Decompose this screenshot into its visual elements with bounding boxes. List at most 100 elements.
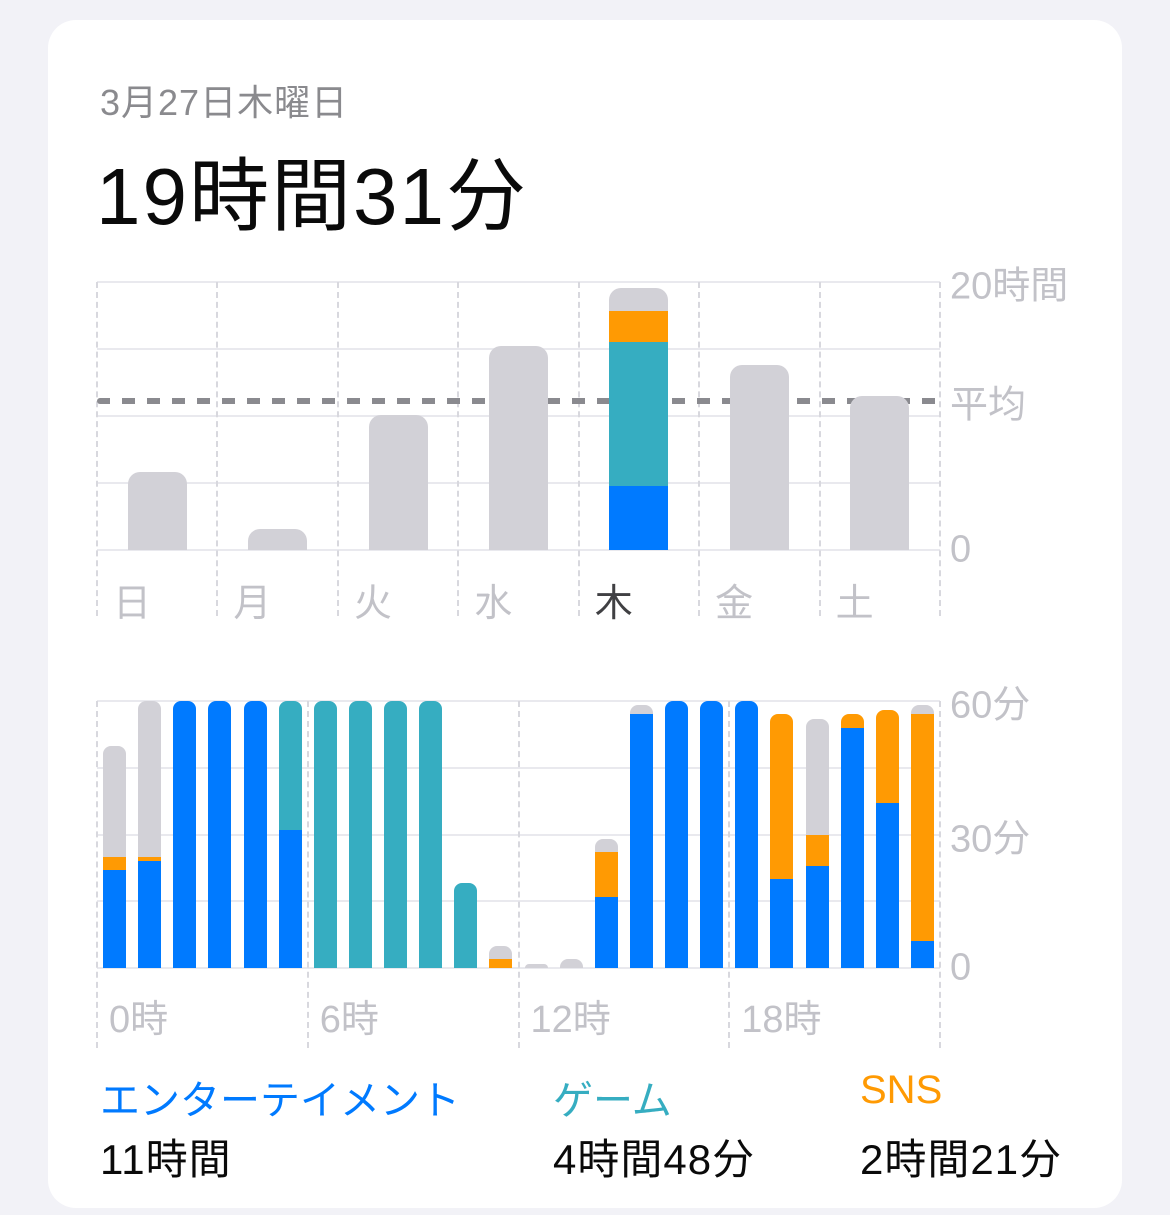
bar-木[interactable] — [609, 288, 669, 550]
segment-other — [609, 288, 669, 311]
bar-水[interactable] — [489, 346, 548, 550]
hourly-bar-chart[interactable] — [96, 700, 941, 1048]
segment-other — [138, 701, 162, 857]
segment-entertainment — [700, 701, 724, 968]
vline-dashed — [728, 701, 731, 1048]
vline-dashed — [216, 282, 219, 616]
vline-dashed — [336, 282, 339, 616]
bar-hour-7[interactable] — [348, 701, 372, 968]
segment-entertainment — [138, 861, 162, 968]
segment-sns — [138, 856, 162, 862]
bar-hour-14[interactable] — [594, 838, 618, 968]
segment-other — [850, 395, 910, 550]
segment-other — [127, 472, 187, 550]
segment-entertainment — [770, 879, 794, 968]
segment-other — [729, 365, 789, 550]
bar-金[interactable] — [729, 365, 789, 550]
bar-火[interactable] — [368, 414, 428, 550]
segment-entertainment — [735, 701, 759, 968]
segment-other — [594, 838, 618, 853]
bar-hour-6[interactable] — [313, 701, 337, 968]
vline-dashed — [306, 701, 309, 1048]
segment-sns — [805, 834, 829, 866]
x-label-火: 火 — [353, 583, 392, 625]
segment-other — [368, 414, 428, 550]
bar-hour-5[interactable] — [278, 701, 302, 968]
bar-hour-10[interactable] — [454, 883, 478, 968]
segment-sns — [840, 714, 864, 728]
bar-hour-12[interactable] — [524, 963, 548, 968]
x-label-木: 木 — [594, 583, 633, 625]
bar-hour-20[interactable] — [805, 718, 829, 968]
legend-game-value: 4時間48分 — [553, 1136, 756, 1183]
bar-hour-9[interactable] — [419, 701, 443, 968]
bar-hour-16[interactable] — [665, 701, 689, 968]
x-label-日: 日 — [113, 583, 152, 625]
weekly-ymax-label: 20時間 — [950, 265, 1069, 308]
segment-other — [910, 705, 934, 715]
vline-dashed — [939, 282, 941, 616]
x-label-金: 金 — [715, 583, 754, 625]
bar-日[interactable] — [127, 472, 187, 550]
total-screen-time: 19時間31分 — [96, 152, 528, 241]
x-label-月: 月 — [233, 583, 272, 625]
segment-entertainment — [840, 727, 864, 968]
x-label-6時: 6時 — [319, 999, 379, 1041]
segment-game — [313, 701, 337, 968]
bar-hour-22[interactable] — [875, 709, 899, 968]
segment-game — [419, 701, 443, 968]
segment-entertainment — [208, 701, 232, 968]
bar-hour-13[interactable] — [559, 959, 583, 968]
x-label-18時: 18時 — [741, 999, 822, 1041]
segment-sns — [910, 714, 934, 942]
segment-entertainment — [173, 701, 197, 968]
segment-game — [384, 701, 408, 968]
bar-hour-11[interactable] — [489, 945, 513, 968]
segment-game — [609, 342, 669, 486]
bar-hour-0[interactable] — [103, 745, 127, 969]
bar-hour-8[interactable] — [384, 701, 408, 968]
segment-entertainment — [665, 701, 689, 968]
weekly-bar-chart[interactable] — [96, 281, 941, 616]
bar-hour-2[interactable] — [173, 701, 197, 968]
segment-other — [805, 718, 829, 835]
bar-hour-18[interactable] — [735, 701, 759, 968]
bar-月[interactable] — [248, 528, 308, 550]
segment-entertainment — [875, 803, 899, 968]
bar-土[interactable] — [850, 395, 910, 550]
segment-sns — [770, 714, 794, 879]
segment-entertainment — [805, 865, 829, 968]
legend-entertainment-label: エンターテイメント — [100, 1079, 460, 1123]
vline-dashed — [818, 282, 821, 616]
screen-time-card: 3月27日木曜日 19時間31分 20時間 平均 0 日 月 火 水 木 金 土 60分 3… — [48, 20, 1122, 1208]
segment-sns — [103, 856, 127, 871]
segment-game — [454, 883, 478, 968]
segment-sns — [609, 310, 669, 343]
segment-other — [524, 963, 548, 968]
bar-hour-15[interactable] — [629, 705, 653, 968]
segment-entertainment — [910, 941, 934, 968]
segment-sns — [489, 959, 513, 968]
hourly-ymin-label: 0 — [950, 946, 972, 989]
segment-entertainment — [594, 896, 618, 968]
bar-hour-21[interactable] — [840, 714, 864, 968]
bar-hour-17[interactable] — [700, 701, 724, 968]
segment-other — [629, 705, 653, 715]
segment-entertainment — [243, 701, 267, 968]
legend-game-label: ゲーム — [553, 1079, 672, 1123]
vline-dashed — [517, 701, 520, 1048]
segment-other — [559, 959, 583, 968]
hourly-ymid-label: 30分 — [950, 818, 1031, 861]
segment-game — [278, 701, 302, 831]
segment-other — [489, 945, 513, 960]
bar-hour-19[interactable] — [770, 714, 794, 968]
legend-entertainment-value: 11時間 — [100, 1136, 232, 1183]
legend-sns-label: SNS — [860, 1068, 943, 1112]
bar-hour-3[interactable] — [208, 701, 232, 968]
segment-other — [489, 346, 548, 550]
x-label-水: 水 — [474, 583, 513, 625]
bar-hour-23[interactable] — [910, 705, 934, 968]
bar-hour-4[interactable] — [243, 701, 267, 968]
bar-hour-1[interactable] — [138, 701, 162, 968]
